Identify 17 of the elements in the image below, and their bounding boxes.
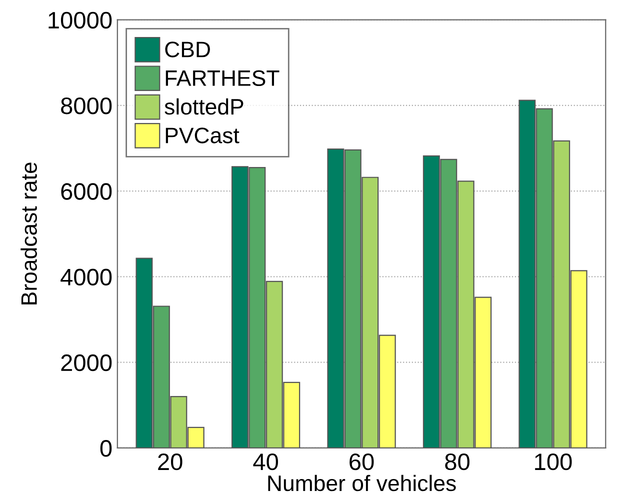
x-tick-label: 20 xyxy=(158,453,182,470)
y-tick-label: 10000 xyxy=(48,12,112,29)
y-tick-label: 2000 xyxy=(61,354,112,372)
y-tick-label: 6000 xyxy=(61,183,112,200)
x-axis-title: Number of vehicles xyxy=(268,474,456,492)
y-axis-title: Broadcast rate xyxy=(20,162,37,304)
legend-label: slottedP xyxy=(164,98,244,115)
y-tick-label: 8000 xyxy=(61,98,112,114)
x-tick-label: 40 xyxy=(253,453,278,470)
y-tick-label: 0 xyxy=(100,440,112,457)
legend-label: FARTHEST xyxy=(166,70,280,86)
legend-label: CBD xyxy=(165,42,210,58)
y-tick-label: 4000 xyxy=(60,268,112,286)
x-tick-label: 100 xyxy=(535,453,572,470)
legend-label: PVCast xyxy=(166,128,240,144)
x-tick-label: 60 xyxy=(350,453,374,470)
x-tick-label: 80 xyxy=(445,453,470,470)
